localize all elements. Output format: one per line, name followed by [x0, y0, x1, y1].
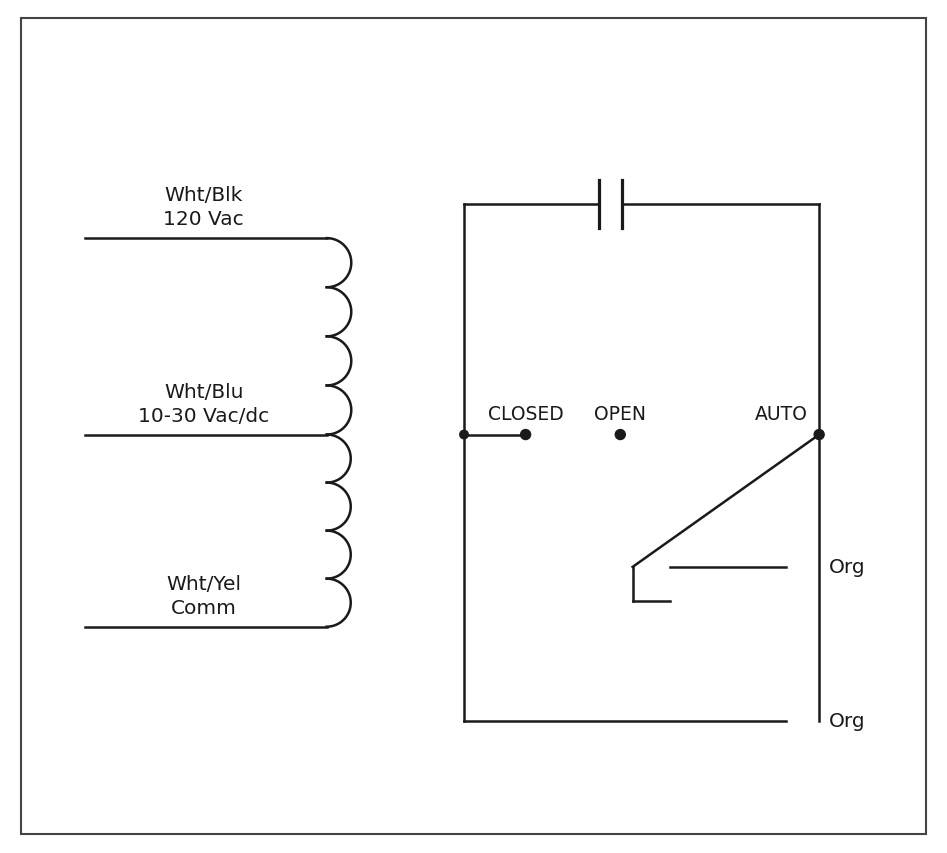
- Text: Wht/Yel: Wht/Yel: [166, 574, 241, 593]
- Circle shape: [616, 430, 625, 440]
- Text: Wht/Blu: Wht/Blu: [164, 382, 243, 401]
- Text: Org: Org: [830, 558, 866, 577]
- Text: 10-30 Vac/dc: 10-30 Vac/dc: [138, 406, 269, 425]
- Text: Org: Org: [830, 711, 866, 730]
- Circle shape: [814, 430, 824, 440]
- Text: CLOSED: CLOSED: [488, 404, 563, 423]
- Text: AUTO: AUTO: [755, 404, 808, 423]
- Text: Wht/Blk: Wht/Blk: [165, 186, 242, 205]
- Circle shape: [521, 430, 530, 440]
- Text: OPEN: OPEN: [595, 404, 646, 423]
- Text: 120 Vac: 120 Vac: [163, 210, 244, 229]
- Circle shape: [460, 431, 468, 439]
- Text: Comm: Comm: [170, 598, 237, 617]
